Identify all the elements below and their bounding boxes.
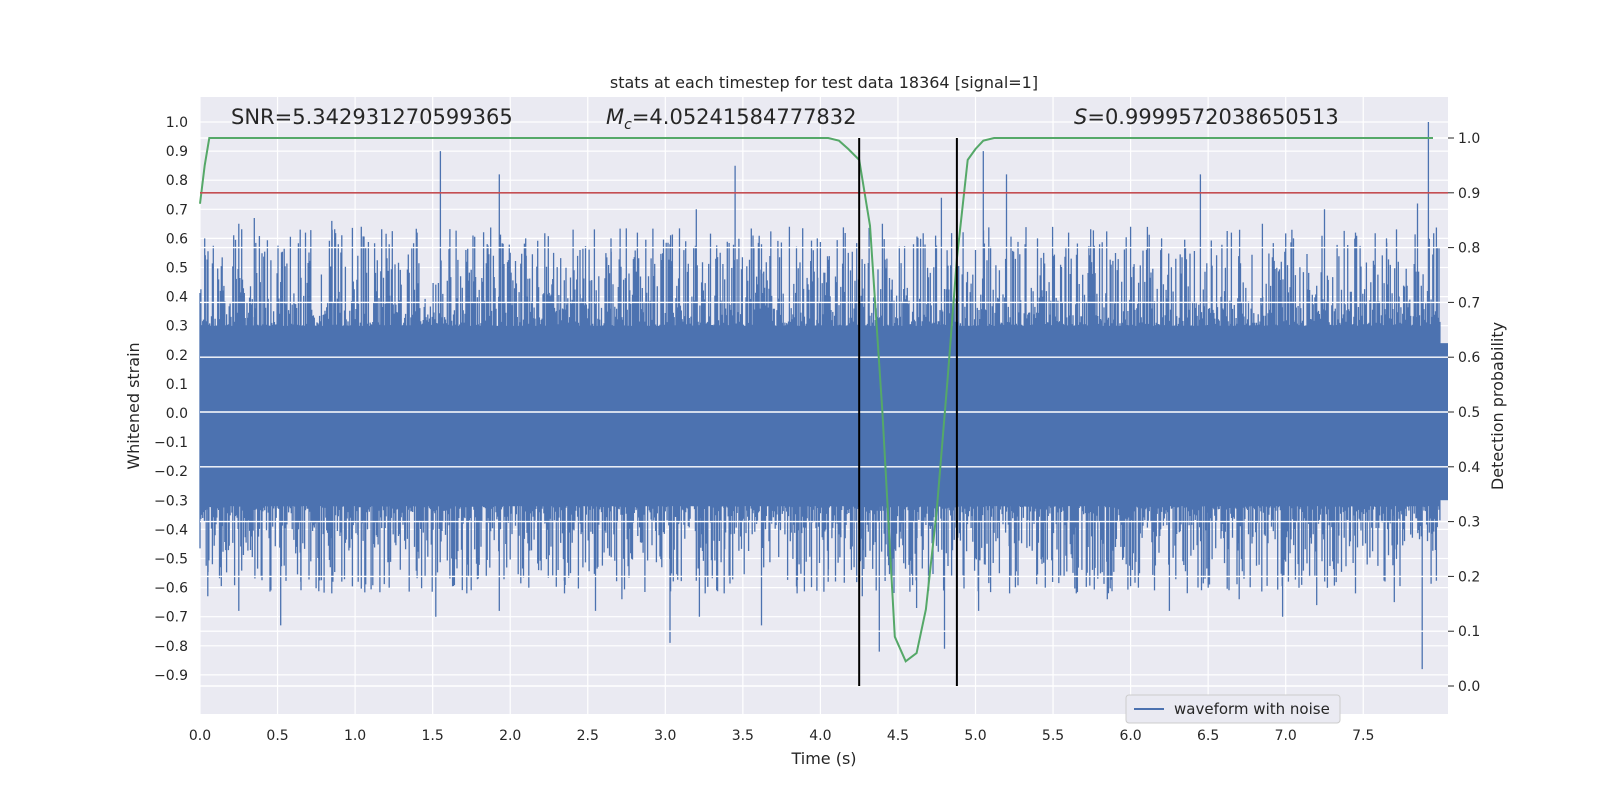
y-tick-label: 0.6 — [166, 231, 188, 247]
y2-tick-label: 0.8 — [1458, 241, 1480, 257]
x-axis-label: Time (s) — [790, 749, 856, 768]
y-tick-label: −0.7 — [154, 610, 188, 626]
x-tick-label: 0.0 — [189, 728, 211, 744]
y-tick-label: −0.6 — [154, 581, 188, 597]
x-tick-label: 3.0 — [654, 728, 676, 744]
chart-title: stats at each timestep for test data 183… — [610, 73, 1038, 92]
y-tick-label: 0.4 — [166, 290, 188, 306]
x-tick-label: 4.0 — [809, 728, 831, 744]
y2-tick-label: 0.0 — [1458, 679, 1480, 695]
x-tick-label: 2.5 — [577, 728, 599, 744]
chirp-mass-subscript: c — [624, 117, 632, 133]
s-annotation: S=0.9999572038650513 — [1074, 105, 1339, 129]
x-tick-label: 5.0 — [964, 728, 986, 744]
y-tick-label: −0.9 — [154, 668, 188, 684]
y-tick-label: 0.5 — [166, 261, 188, 277]
legend-box — [1125, 694, 1341, 724]
y2-tick-label: 0.9 — [1458, 186, 1480, 202]
y-tick-label: −0.1 — [154, 435, 188, 451]
y-tick-label: −0.3 — [154, 493, 188, 509]
x-tick-label: 1.0 — [344, 728, 366, 744]
y-tick-label: 0.3 — [166, 319, 188, 335]
y-tick-label: −0.5 — [154, 552, 188, 568]
y2-tick-label: 1.0 — [1458, 131, 1480, 147]
detection-probability-line — [199, 137, 1433, 663]
y-tick-label: 0.7 — [166, 202, 188, 218]
chirp-mass-symbol: M — [606, 105, 624, 129]
x-tick-label: 7.5 — [1352, 728, 1374, 744]
legend: waveform with noise — [1125, 694, 1341, 724]
y2-axis-label: Detection probability — [1488, 322, 1507, 490]
y-tick-label: −0.4 — [154, 522, 188, 538]
y-tick-label: −0.8 — [154, 639, 188, 655]
y-tick-label: 0.1 — [166, 377, 188, 393]
x-tick-label: 6.0 — [1119, 728, 1141, 744]
y-tick-label: 0.9 — [166, 144, 188, 160]
markers — [200, 138, 1448, 686]
x-tick-label: 1.5 — [422, 728, 444, 744]
y-tick-label: 0.2 — [166, 348, 188, 364]
y2-tick-label: 0.3 — [1458, 515, 1480, 531]
tick-labels: 0.0 0.5 1.0 1.5 2.0 2.5 3.0 3.5 4.0 4.5 5.0 5.5 6.0 6… — [154, 115, 1480, 744]
chirp-mass-value: =4.05241584777832 — [632, 105, 857, 129]
y-tick-label: 1.0 — [166, 115, 188, 131]
probability-series — [199, 137, 1433, 663]
x-tick-label: 4.5 — [887, 728, 909, 744]
x-tick-label: 7.0 — [1275, 728, 1297, 744]
x-tick-label: 6.5 — [1197, 728, 1219, 744]
y2-tick-label: 0.2 — [1458, 569, 1480, 585]
x-tick-label: 5.5 — [1042, 728, 1064, 744]
x-tick-label: 3.5 — [732, 728, 754, 744]
y2-tick-label: 0.1 — [1458, 624, 1480, 640]
chirp-mass-annotation: Mc=4.05241584777832 — [606, 105, 857, 133]
s-value: =0.9999572038650513 — [1087, 105, 1338, 129]
x-tick-label: 0.5 — [266, 728, 288, 744]
snr-annotation: SNR=5.342931270599365 — [231, 105, 513, 129]
s-symbol: S — [1074, 105, 1087, 129]
y2-tick-label: 0.5 — [1458, 405, 1480, 421]
waveform-line — [199, 122, 1441, 670]
y-tick-label: 0.8 — [166, 173, 188, 189]
y-tick-label: −0.2 — [154, 464, 188, 480]
y-axis-label: Whitened strain — [124, 342, 143, 469]
waveform-series — [199, 122, 1448, 670]
y-tick-label: 0.0 — [166, 406, 188, 422]
x-tick-label: 2.0 — [499, 728, 521, 744]
y2-tick-label: 0.7 — [1458, 295, 1480, 311]
y2-tick-label: 0.6 — [1458, 350, 1480, 366]
y2-tick-label: 0.4 — [1458, 460, 1480, 476]
legend-label-waveform: waveform with noise — [1174, 700, 1330, 718]
